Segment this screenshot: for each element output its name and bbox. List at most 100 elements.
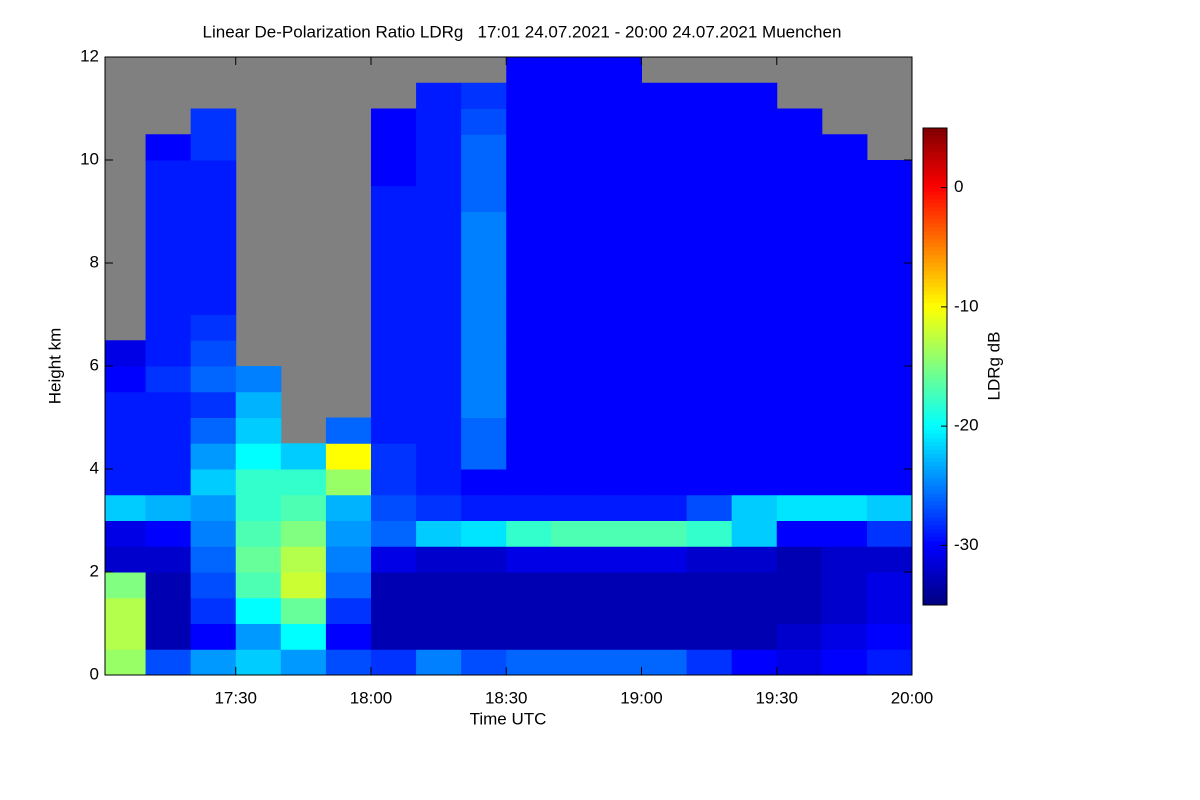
heat-cell [370,546,417,573]
heat-cell [596,288,642,315]
heat-cell [551,494,597,521]
heat-cell [280,649,327,676]
heat-cell [325,520,372,547]
colorbar-step [923,243,947,248]
heat-cell [866,391,913,418]
colorbar-step [923,263,947,268]
heat-cell [821,649,868,676]
colorbar-step [923,406,947,411]
heat-cell [641,211,688,238]
heat-cell [190,623,237,650]
heat-cell [416,160,462,187]
heat-cell [325,649,372,676]
heat-cell [866,572,913,599]
heat-cell [325,623,372,650]
heat-cell [821,288,868,315]
heat-cell [596,211,642,238]
heat-cell [596,82,642,109]
x-tick-label: 18:00 [350,688,393,707]
heat-cell [551,443,597,470]
heat-cell [866,237,913,264]
heat-cell [416,649,462,676]
x-tick-label: 19:00 [620,688,663,707]
heat-cell [551,134,597,161]
heat-cell [731,572,778,599]
heat-cell [506,366,552,393]
heat-cell [506,211,552,238]
colorbar-step [923,442,947,447]
heat-cell [731,494,778,521]
colorbar-step [923,211,947,216]
heat-cell [280,572,327,599]
heat-cell [686,417,733,444]
heat-cell [641,443,688,470]
colorbar-step [923,457,947,463]
colorbar-step [923,469,947,475]
heat-cell [731,314,778,341]
heat-cell [506,546,552,573]
heat-cell [145,597,192,624]
colorbar-step [923,501,947,507]
heat-cell [731,443,778,470]
heat-cell [235,597,282,624]
heat-cell [641,623,688,650]
heat-cell [551,417,597,444]
heat-cell [190,185,237,212]
heat-cell [145,469,192,496]
colorbar-step [923,505,947,511]
heat-cell [280,443,327,470]
heat-cell [686,546,733,573]
x-axis-label: Time UTC [470,709,547,728]
colorbar-step [923,573,947,578]
heat-cell [325,443,372,470]
heat-cell [190,237,237,264]
colorbar-tick-label: -20 [954,416,979,435]
heat-cell [506,520,552,547]
colorbar-step [923,481,947,487]
colorbar-step [923,453,947,459]
heat-cell [370,366,417,393]
heat-cell [461,520,507,547]
colorbar-step [923,394,947,399]
heat-cell [461,288,507,315]
heat-cell [866,263,913,290]
heat-cell [235,572,282,599]
colorbar-step [923,215,947,220]
x-tick-label: 19:30 [755,688,798,707]
heat-cell [145,649,192,676]
heat-cell [235,649,282,676]
heat-cell [731,263,778,290]
colorbar-step [923,342,947,348]
heat-cell [776,160,823,187]
heat-cell [416,211,462,238]
heat-cell [506,494,552,521]
colorbar-step [923,338,947,344]
colorbar-step [923,410,947,415]
heat-cell [416,417,462,444]
heat-cell [776,443,823,470]
heat-cell [280,546,327,573]
heat-cell [686,185,733,212]
colorbar-step [923,378,947,383]
heat-cell [190,572,237,599]
heat-cell [506,160,552,187]
heat-cell [776,134,823,161]
heat-cell [551,237,597,264]
heat-cell [370,623,417,650]
heat-cell [731,623,778,650]
colorbar-step [923,298,947,304]
colorbar-step [923,402,947,407]
heat-cell [641,391,688,418]
colorbar-step [923,151,947,157]
heat-cell [866,417,913,444]
heat-cell [866,494,913,521]
heat-cell [190,469,237,496]
heat-cell [641,185,688,212]
heat-cell [145,134,192,161]
heat-cell [821,211,868,238]
heat-cell [551,546,597,573]
heat-cell [416,288,462,315]
heat-cell [461,366,507,393]
colorbar-step [923,497,947,503]
colorbar-step [923,231,947,236]
